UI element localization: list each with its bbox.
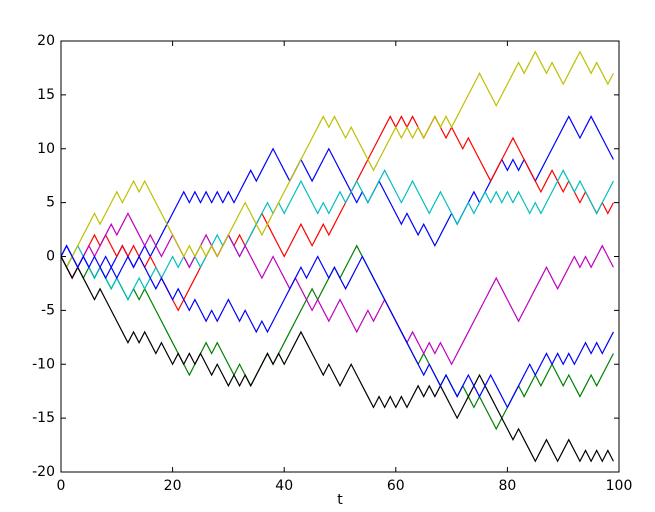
series-line <box>60 168 614 301</box>
x-tick-label: 80 <box>498 478 516 494</box>
series-line <box>60 244 614 409</box>
series-line <box>60 212 614 366</box>
x-tick-label: 60 <box>387 478 405 494</box>
y-tick-label: -10 <box>32 356 55 372</box>
y-tick-label: 20 <box>37 33 55 49</box>
x-axis-label: t <box>337 492 343 508</box>
y-tick-label: 15 <box>37 87 55 103</box>
y-tick-label: -20 <box>32 464 55 480</box>
y-tick-label: 5 <box>46 195 55 211</box>
y-tick-label: 0 <box>46 249 55 265</box>
x-tick-label: 100 <box>606 478 633 494</box>
x-tick-label: 20 <box>164 478 182 494</box>
series-line <box>60 115 614 280</box>
y-tick-label: -5 <box>41 302 55 318</box>
y-tick-label: -15 <box>32 410 55 426</box>
series-line <box>60 50 614 269</box>
series-line <box>60 115 614 312</box>
series-line <box>60 256 614 463</box>
y-tick-label: 10 <box>37 141 55 157</box>
x-tick-label: 0 <box>57 478 66 494</box>
x-tick-label: 40 <box>275 478 293 494</box>
